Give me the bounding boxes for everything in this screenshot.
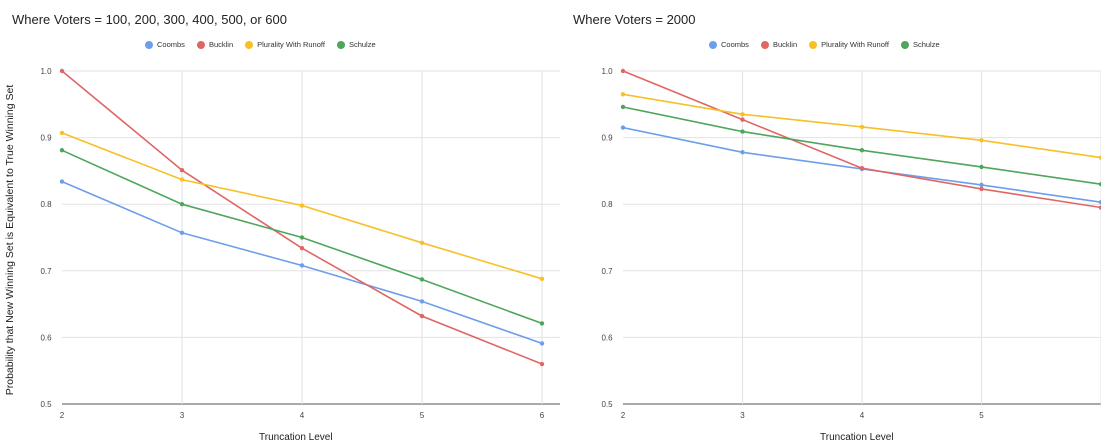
y-tick-label: 0.7 (601, 267, 613, 276)
x-tick-label: 3 (180, 411, 185, 420)
data-point-plurality-with-runoff (539, 276, 545, 281)
chart-legend: Coombs Bucklin Plurality With Runoff Schulz… (145, 40, 376, 49)
data-point-schulze (859, 148, 865, 153)
chart-panel-right: Where Voters = 2000 Coombs Bucklin Plurali… (560, 0, 1101, 447)
x-tick-label: 4 (300, 411, 305, 420)
x-tick-label: 3 (740, 411, 745, 420)
data-point-bucklin (59, 68, 65, 74)
data-point-coombs (539, 341, 545, 346)
data-point-schulze (59, 148, 65, 153)
y-tick-label: 1.0 (40, 67, 52, 76)
data-point-coombs (419, 299, 425, 304)
data-point-schulze (979, 164, 984, 170)
data-point-bucklin (299, 245, 305, 251)
legend-color-dot (196, 40, 205, 49)
data-point-schulze (740, 129, 745, 134)
y-tick-label: 0.5 (40, 400, 52, 409)
data-point-coombs (299, 263, 305, 268)
legend-label: Coombs (721, 40, 749, 49)
data-point-bucklin (1098, 205, 1101, 210)
legend-color-dot (336, 40, 345, 49)
data-point-plurality-with-runoff (620, 92, 626, 97)
data-point-schulze (419, 277, 425, 282)
data-point-schulze (1098, 182, 1101, 187)
data-point-coombs (740, 150, 745, 155)
legend-color-dot (709, 40, 717, 49)
legend-color-dot (145, 40, 153, 49)
line-chart-plot: 0.5 0.6 0.7 0.8 0.9 1.0 2 3 4 5 6 (40, 67, 560, 420)
y-tick-label: 0.6 (40, 333, 52, 342)
legend-item: Schulze (900, 40, 940, 49)
data-point-bucklin (859, 166, 865, 171)
legend-label: Schulze (912, 40, 940, 49)
x-tick-label: 2 (60, 411, 65, 420)
data-point-coombs (1098, 200, 1101, 205)
data-point-plurality-with-runoff (299, 203, 305, 208)
y-tick-label: 0.8 (40, 200, 52, 209)
legend-item: Coombs (145, 40, 185, 49)
data-point-plurality-with-runoff (179, 177, 185, 182)
legend-color-dot (900, 40, 909, 49)
chart-legend: Coombs Bucklin Plurality With Runoff Schulz… (709, 40, 940, 49)
data-point-bucklin (539, 361, 545, 367)
chart-title: Where Voters = 100, 200, 300, 400, 500, … (12, 12, 287, 27)
data-point-plurality-with-runoff (419, 240, 425, 246)
data-point-schulze (179, 202, 185, 207)
y-tick-label: 0.7 (40, 267, 52, 276)
data-point-bucklin (740, 117, 745, 122)
data-point-plurality-with-runoff (59, 130, 65, 136)
legend-label: Bucklin (208, 40, 234, 49)
legend-label: Plurality With Runoff (257, 40, 325, 49)
x-tick-label: 6 (540, 411, 545, 420)
data-point-schulze (299, 235, 305, 240)
chart-panel-left: Where Voters = 100, 200, 300, 400, 500, … (4, 12, 560, 443)
x-tick-label: 4 (860, 411, 865, 420)
data-point-coombs (979, 182, 984, 188)
legend-item: Coombs (709, 40, 749, 49)
data-point-bucklin (979, 186, 984, 192)
data-point-plurality-with-runoff (859, 124, 865, 130)
legend-color-dot (245, 40, 254, 49)
x-tick-label: 2 (621, 411, 626, 420)
data-point-coombs (620, 125, 626, 130)
y-tick-label: 0.6 (601, 333, 613, 342)
legend-item: Plurality With Runoff (245, 40, 325, 49)
x-axis-label: Truncation Level (259, 432, 333, 443)
data-point-bucklin (179, 168, 185, 173)
data-point-coombs (179, 230, 185, 236)
x-tick-label: 5 (420, 411, 425, 420)
chart-title: Where Voters = 2000 (573, 12, 696, 27)
legend-item: Plurality With Runoff (809, 40, 889, 49)
legend-item: Bucklin (760, 40, 798, 49)
data-point-plurality-with-runoff (740, 112, 745, 117)
data-point-coombs (59, 179, 65, 184)
y-tick-label: 0.9 (40, 134, 52, 143)
legend-item: Schulze (336, 40, 376, 49)
legend-label: Bucklin (772, 40, 798, 49)
legend-item: Bucklin (196, 40, 234, 49)
legend-label: Plurality With Runoff (821, 40, 889, 49)
y-tick-label: 0.5 (601, 400, 613, 409)
data-point-bucklin (620, 68, 626, 74)
data-point-bucklin (419, 313, 425, 319)
line-chart-plot: 0.5 0.6 0.7 0.8 0.9 1.0 2 3 4 5 (601, 67, 1101, 420)
y-tick-label: 1.0 (601, 67, 613, 76)
y-tick-label: 0.9 (601, 134, 613, 143)
legend-color-dot (760, 40, 769, 49)
data-point-schulze (620, 104, 626, 110)
data-point-plurality-with-runoff (1098, 155, 1101, 160)
legend-label: Schulze (348, 40, 376, 49)
y-tick-label: 0.8 (601, 200, 613, 209)
x-tick-label: 5 (979, 411, 984, 420)
legend-label: Coombs (157, 40, 185, 49)
data-point-schulze (539, 321, 545, 326)
x-axis-label: Truncation Level (820, 432, 894, 443)
legend-color-dot (809, 40, 818, 49)
data-point-plurality-with-runoff (979, 138, 984, 143)
